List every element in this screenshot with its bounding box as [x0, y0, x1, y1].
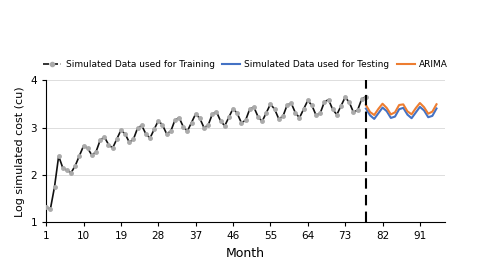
X-axis label: Month: Month [226, 247, 265, 260]
Y-axis label: Log simulated cost (cu): Log simulated cost (cu) [15, 86, 25, 217]
Legend: Simulated Data used for Training, Simulated Data used for Testing, ARIMA: Simulated Data used for Training, Simula… [39, 56, 452, 73]
